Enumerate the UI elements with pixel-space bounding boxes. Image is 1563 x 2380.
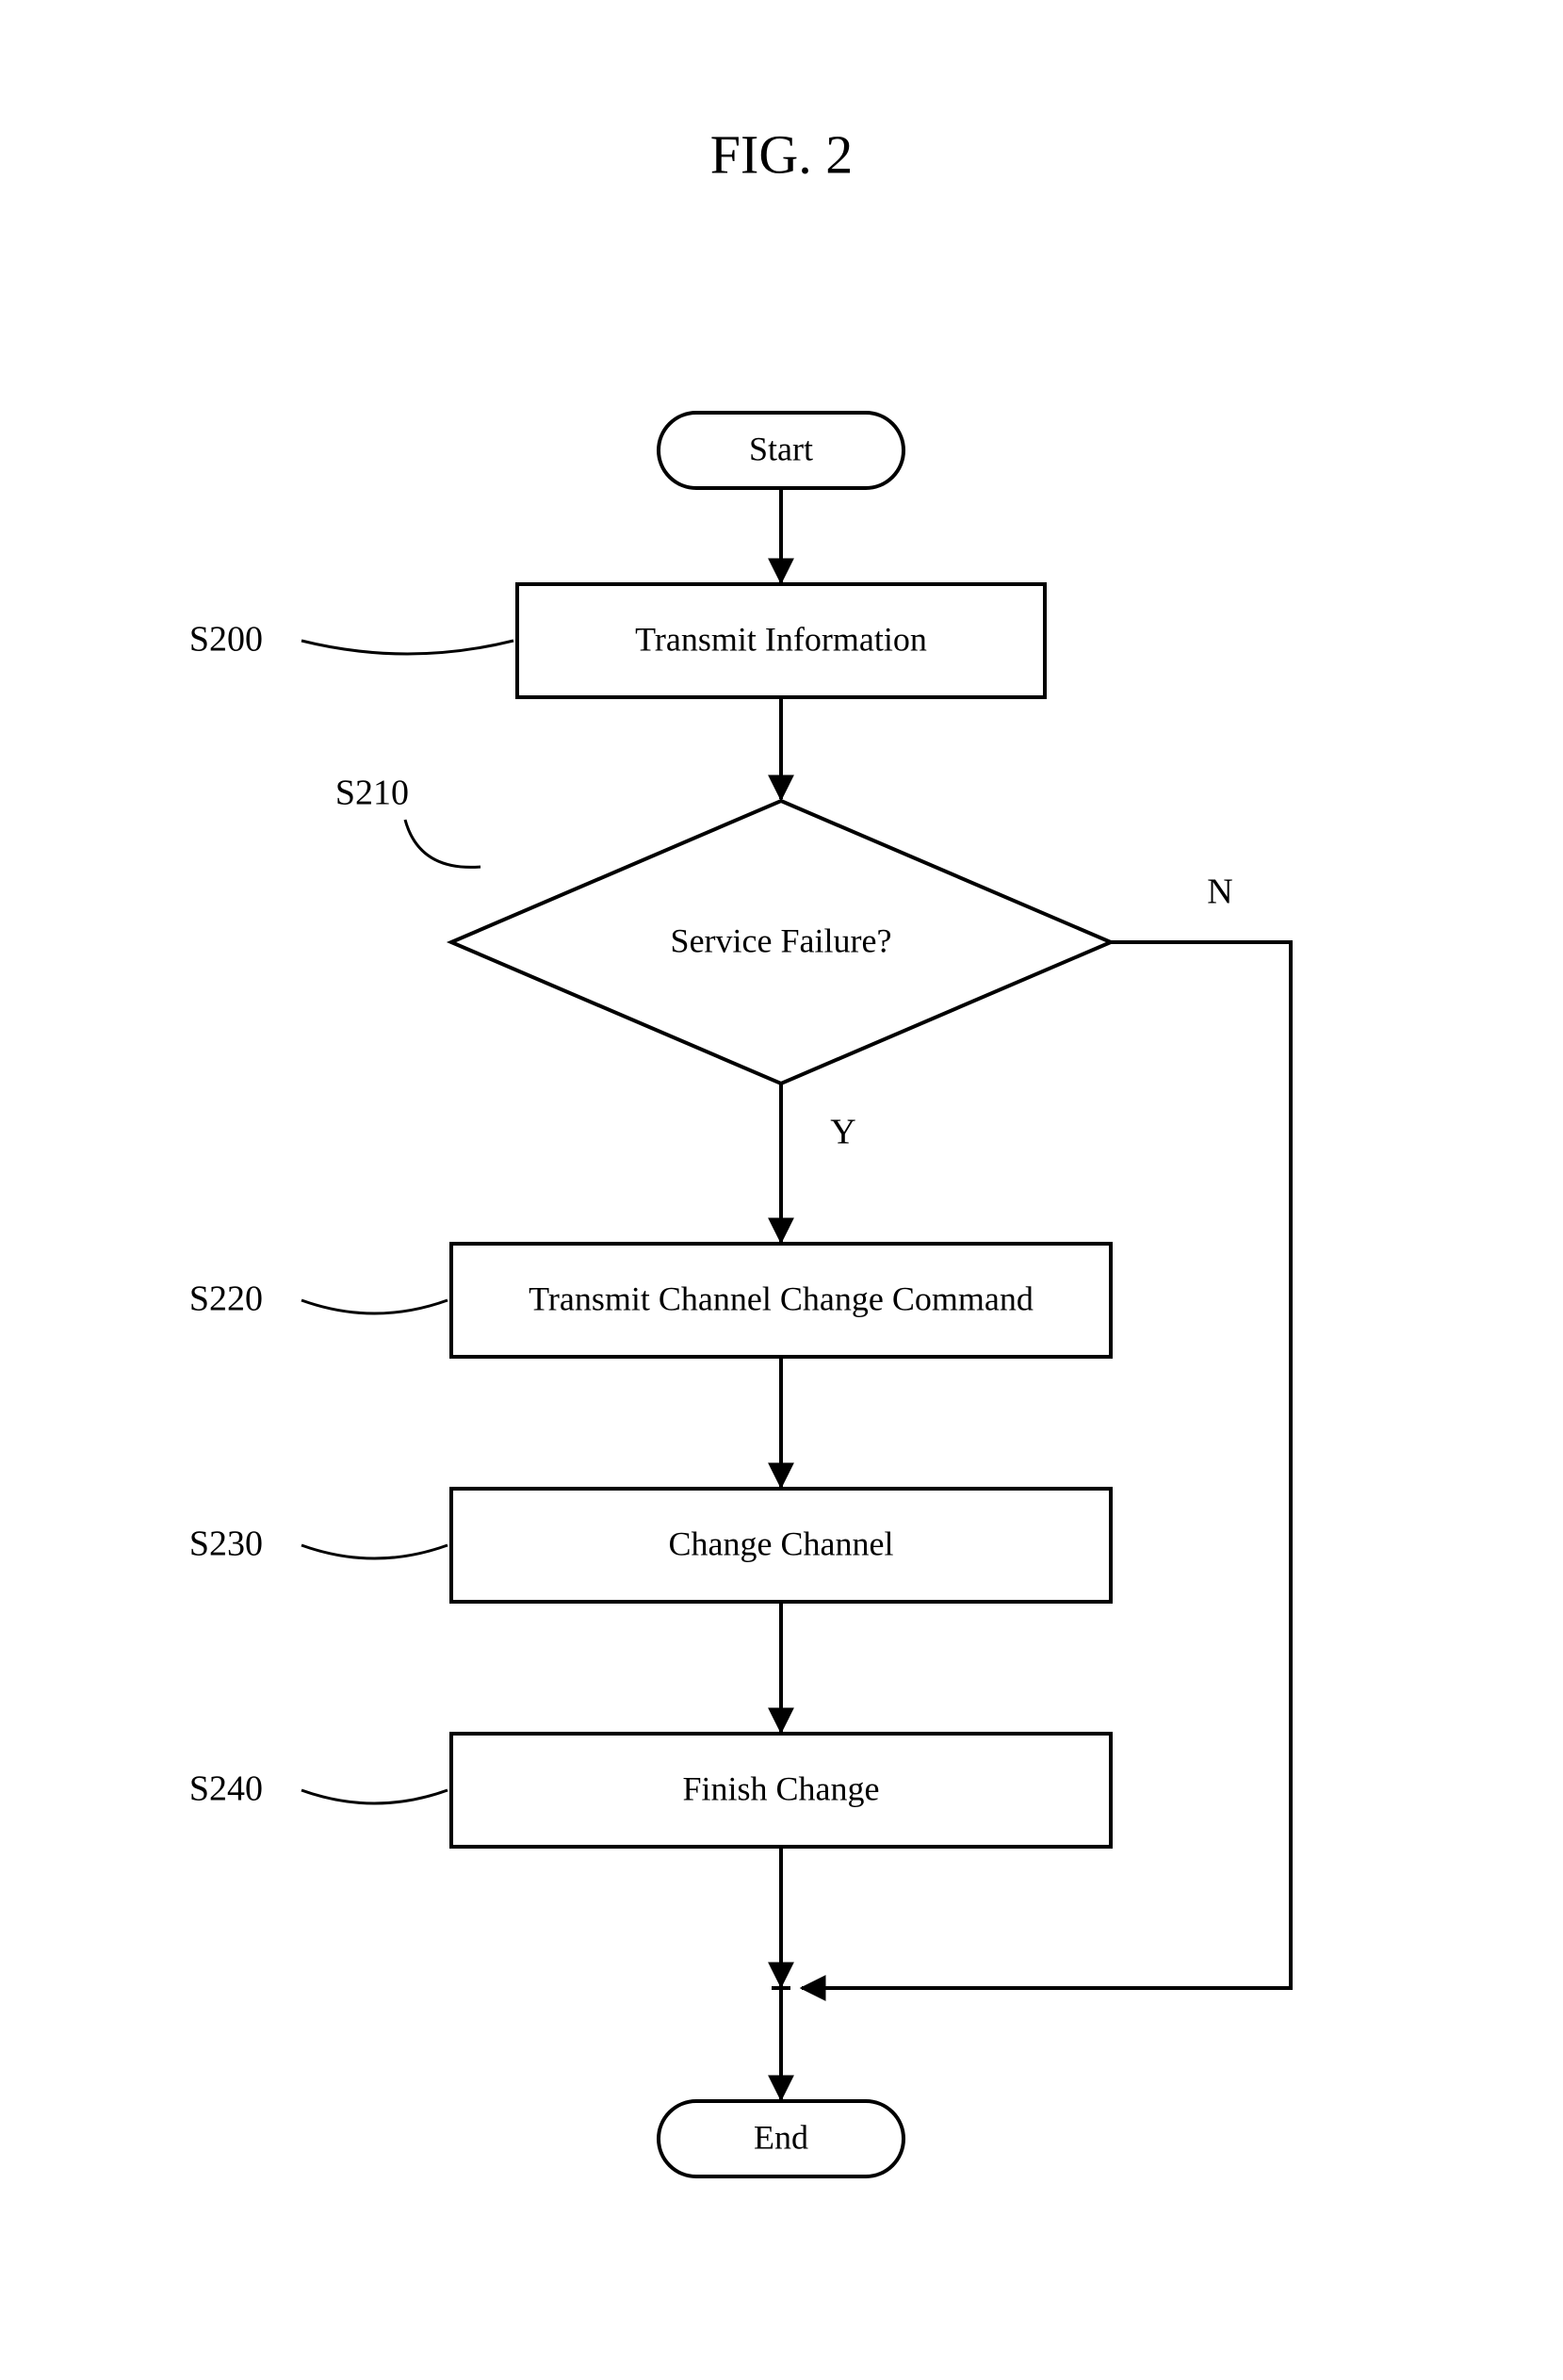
figure-title: FIG. 2 xyxy=(710,123,853,185)
edge-label-no: N xyxy=(1207,872,1232,912)
process-label: Transmit Channel Change Command xyxy=(529,1280,1034,1317)
decision-label: Service Failure? xyxy=(671,921,892,959)
step-id-label: S230 xyxy=(189,1524,263,1564)
process-label: Finish Change xyxy=(682,1769,879,1807)
terminal-start: Start xyxy=(659,413,904,488)
terminal-end-label: End xyxy=(754,2118,808,2156)
step-id-label: S220 xyxy=(189,1280,263,1319)
step-id-label: S240 xyxy=(189,1769,263,1809)
step-id-label: S210 xyxy=(335,774,409,813)
process-label: Change Channel xyxy=(669,1524,894,1562)
process-label: Transmit Information xyxy=(635,620,927,658)
terminal-end: End xyxy=(659,2101,904,2176)
terminal-start-label: Start xyxy=(749,430,813,467)
edge-label-yes: Y xyxy=(830,1113,855,1152)
step-id-label: S200 xyxy=(189,620,263,660)
